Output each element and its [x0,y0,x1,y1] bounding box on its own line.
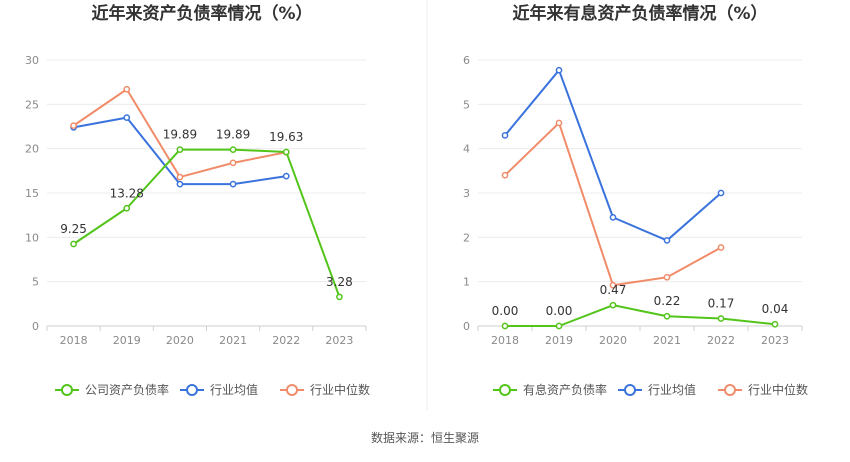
data-point [282,148,290,156]
data-label: 0.04 [762,302,789,316]
data-label: 19.89 [216,128,250,142]
data-point [771,320,779,328]
data-point [555,119,563,127]
y-tick-label: 3 [463,187,470,200]
data-point [663,273,671,281]
data-point [501,322,509,330]
y-tick-label: 1 [463,276,470,289]
data-label: 0.17 [708,296,735,310]
series-line-2 [504,121,722,287]
y-tick-label: 4 [463,143,470,156]
data-point [176,180,184,188]
data-point [229,159,237,167]
data-point [176,146,184,153]
y-tick-label: 0 [463,320,470,333]
data-point [229,146,237,153]
x-tick-label: 2022 [707,334,735,347]
y-tick-label: 25 [25,98,39,111]
data-point [717,315,725,322]
legend-swatch-marker [499,384,511,396]
data-label: 0.22 [654,294,681,308]
legend-item: 行业均值 [618,382,696,397]
data-label: 19.89 [163,128,197,142]
data-label: 3.28 [326,275,353,289]
legend-item: 公司资产负债率 [55,382,169,397]
y-tick-label: 6 [463,54,470,67]
data-point [609,301,617,309]
data-point [123,204,131,212]
legend-label: 有息资产负债率 [523,382,607,397]
data-point [336,293,343,301]
data-point [176,173,184,181]
data-point [609,281,617,289]
data-label: 13.28 [110,186,144,200]
data-label: 9.25 [60,222,87,236]
y-tick-label: 2 [463,231,470,244]
x-tick-label: 2022 [272,334,300,347]
data-point [229,180,237,188]
legend-swatch-marker [186,384,198,396]
y-tick-label: 5 [32,276,39,289]
legend-swatch-marker [286,384,298,396]
x-tick-label: 2021 [219,334,247,347]
chart-panel-interest-debt-ratio: 近年来有息资产负债率情况（%） 0 1 2 3 4 5 6 2018 2019 2020 2021 20… [463,3,808,397]
data-label: 0.00 [492,304,519,318]
legend-item: 行业中位数 [718,382,808,397]
data-point [123,114,131,121]
data-point [501,132,509,139]
series-line-0 [73,148,341,298]
data-point [555,322,563,330]
legend-item: 有息资产负债率 [493,382,607,397]
data-point [663,237,671,244]
x-tick-label: 2019 [545,334,573,347]
legend-label: 行业均值 [648,382,696,397]
x-tick-label: 2019 [113,334,141,347]
data-point [609,214,617,221]
data-point [555,66,563,74]
legend-label: 公司资产负债率 [85,382,169,397]
legend-swatch-marker [61,384,73,396]
x-tick-label: 2020 [166,334,194,347]
y-tick-label: 15 [25,187,39,200]
x-tick-label: 2023 [761,334,789,347]
chart-title: 近年来有息资产负债率情况（%） [512,3,767,24]
legend-swatch-marker [624,384,636,396]
y-tick-label: 0 [32,320,39,333]
x-tick-label: 2021 [653,334,681,347]
data-label: 0.00 [546,304,573,318]
x-tick-label: 2020 [599,334,627,347]
y-tick-label: 30 [25,54,39,67]
series-line-0 [505,304,776,327]
x-tick-label: 2018 [60,334,88,347]
legend-item: 行业中位数 [280,382,370,397]
legend-swatch-marker [724,384,736,396]
data-point [663,312,671,320]
chart-title: 近年来资产负债率情况（%） [91,3,312,24]
data-point [501,171,509,179]
data-label: 0.47 [600,283,627,297]
data-point [70,240,77,248]
data-source-label: 数据来源：恒生聚源 [371,430,479,445]
data-point [282,172,290,180]
legend-label: 行业均值 [210,382,258,397]
data-point [123,85,131,93]
y-tick-label: 5 [463,98,470,111]
x-tick-label: 2018 [491,334,519,347]
data-point [717,189,725,197]
y-tick-label: 10 [25,231,39,244]
chart-panel-debt-ratio: 近年来资产负债率情况（%） 0 5 10 15 20 25 30 2018 2019 2020 202… [25,3,370,397]
y-tick-label: 20 [25,143,39,156]
data-label: 19.63 [269,130,303,144]
legend-label: 行业中位数 [748,382,808,397]
data-point [717,244,725,251]
x-tick-label: 2023 [325,334,353,347]
legend-label: 行业中位数 [310,382,370,397]
legend-item: 行业均值 [180,382,258,397]
data-point [70,122,77,129]
